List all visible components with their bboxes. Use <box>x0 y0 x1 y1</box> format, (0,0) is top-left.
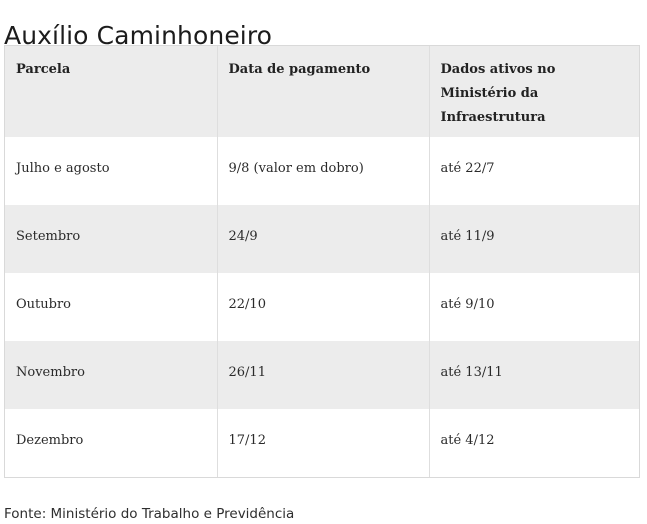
table-row: Julho e agosto 9/8 (valor em dobro) até … <box>5 137 639 205</box>
cell-parcela: Setembro <box>5 205 218 273</box>
cell-parcela: Julho e agosto <box>5 137 218 205</box>
source-caption: Fonte: Ministério do Trabalho e Previdên… <box>4 505 295 522</box>
table-row: Novembro 26/11 até 13/11 <box>5 341 639 409</box>
cell-dados-ativos: até 11/9 <box>440 229 495 244</box>
table: Parcela Data de pagamento Dados ativos n… <box>5 46 639 477</box>
cell-dados-ativos: até 22/7 <box>440 161 495 176</box>
header-data-de-pagamento: Data de pagamento <box>217 46 430 137</box>
cell-data-de-pagamento: 17/12 <box>217 409 430 477</box>
table-row: Outubro 22/10 até 9/10 <box>5 273 639 341</box>
header-parcela: Parcela <box>5 46 218 137</box>
cell-parcela: Novembro <box>5 341 218 409</box>
table-header-row: Parcela Data de pagamento Dados ativos n… <box>5 46 639 137</box>
cell-dados-ativos: até 9/10 <box>440 297 495 312</box>
cell-dados-ativos: até 13/11 <box>440 365 503 380</box>
header-dados-ativos: Dados ativos no Ministério da Infraestru… <box>440 62 556 125</box>
table-row: Dezembro 17/12 até 4/12 <box>5 409 639 477</box>
cell-parcela: Outubro <box>5 273 218 341</box>
table-row: Setembro 24/9 até 11/9 <box>5 205 639 273</box>
cell-data-de-pagamento: 9/8 (valor em dobro) <box>217 137 430 205</box>
page-title: Auxílio Caminhoneiro <box>4 20 273 50</box>
cell-dados-ativos: até 4/12 <box>440 433 495 448</box>
cell-parcela: Dezembro <box>5 409 218 477</box>
payment-schedule-table: Parcela Data de pagamento Dados ativos n… <box>4 45 640 478</box>
cell-data-de-pagamento: 26/11 <box>217 341 430 409</box>
cell-data-de-pagamento: 22/10 <box>217 273 430 341</box>
cell-data-de-pagamento: 24/9 <box>217 205 430 273</box>
